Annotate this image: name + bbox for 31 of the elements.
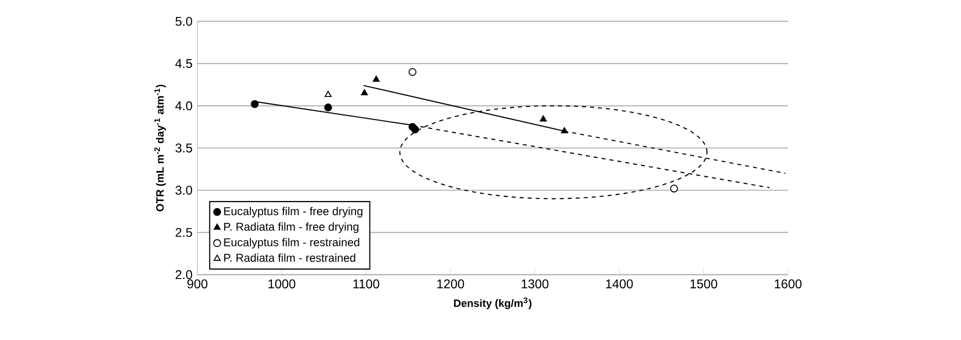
x-tick-label: 1300 <box>522 279 548 288</box>
point <box>540 115 547 122</box>
x-tick-label: 1500 <box>690 279 718 288</box>
legend-label: P. Radiata film - restrained <box>224 254 356 262</box>
y-tick-label: 2.5 <box>176 228 192 237</box>
y-tick-label: 2.0 <box>176 270 192 280</box>
y-tick-label: 4.5 <box>175 59 192 68</box>
y-tick-label: 3.0 <box>175 186 192 195</box>
y-tick-label: 5.0 <box>176 16 192 26</box>
x-tick-label: 1400 <box>606 279 633 288</box>
text: OTR (mL m$^{-2}$ day$^{-1}$ atm$^{-1}$) <box>154 84 166 212</box>
text: Density (kg/m$^{3}$) <box>454 298 532 310</box>
x-tick-label: 1000 <box>268 279 296 288</box>
point <box>411 125 419 134</box>
point <box>324 90 332 98</box>
legend-label: Eucalyptus film - free drying <box>224 206 362 218</box>
point <box>560 127 568 134</box>
y-tick-label: 4.0 <box>175 101 192 110</box>
x-tick-label: 1100 <box>353 279 380 288</box>
y-tick-label: 3.5 <box>175 144 192 152</box>
x-tick-label: 900 <box>187 279 208 288</box>
point <box>670 184 678 192</box>
legend-label: Eucalyptus film - restrained <box>224 238 360 249</box>
x-tick-label: 1200 <box>437 279 464 288</box>
point <box>324 104 332 112</box>
point <box>360 89 368 96</box>
legend-label: P. Radiata film - free drying <box>224 222 358 233</box>
point <box>408 68 416 76</box>
point <box>372 76 380 82</box>
x-tick-label: 1600 <box>774 279 802 288</box>
point <box>250 100 259 108</box>
